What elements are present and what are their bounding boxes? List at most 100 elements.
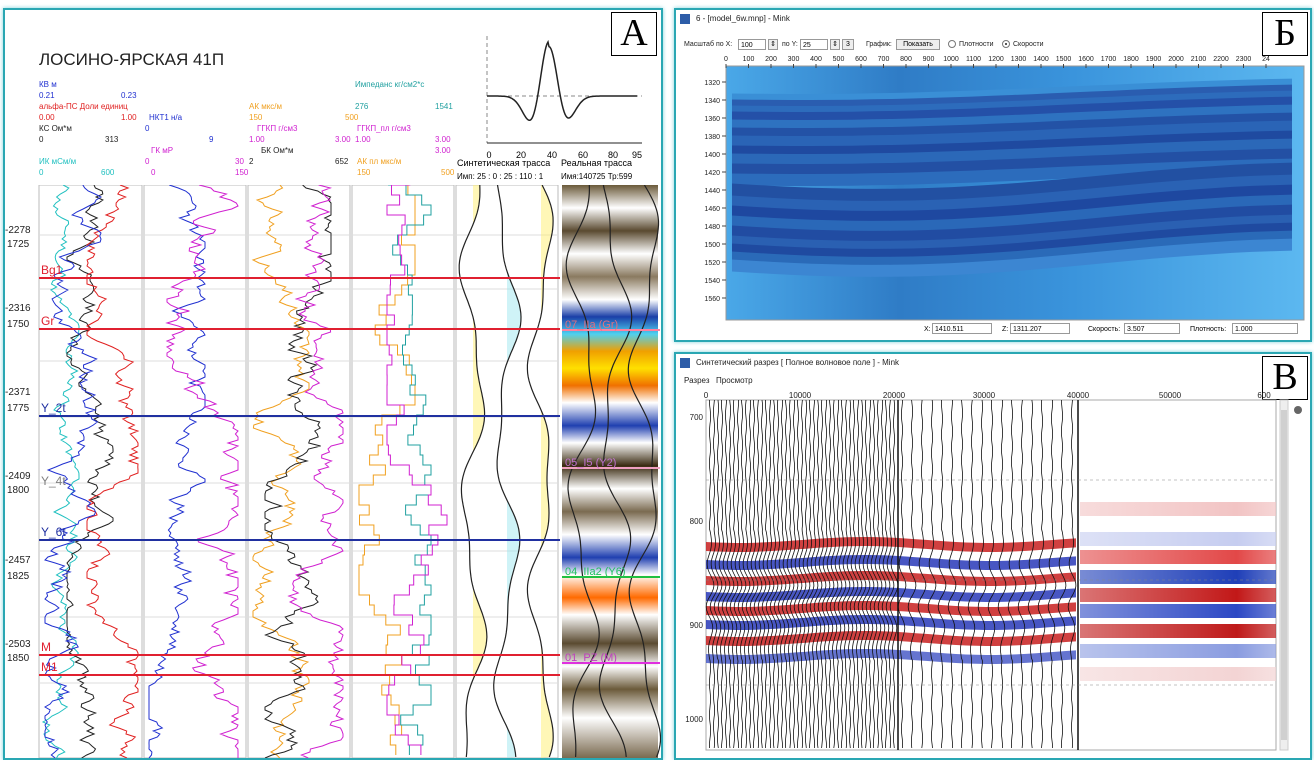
model-layer [732, 148, 1292, 176]
seismic-trace [729, 399, 739, 749]
synthetic-section-window: Синтетический разрез [ Полное волновое п… [674, 352, 1312, 760]
trace-marker-label: 05_I5 (Y2) [565, 457, 616, 469]
curve-label: 1.00 [121, 113, 137, 122]
model-layer [732, 158, 1292, 186]
model-layer [732, 120, 1292, 148]
track-frame [351, 185, 455, 758]
y-tick-label: 800 [690, 517, 704, 526]
seismic-trace [709, 399, 719, 749]
x-tick-label: 1400 [1033, 56, 1049, 63]
seismic-trace [857, 399, 867, 749]
synthetic-trace-title: Синтетическая трасса [457, 158, 551, 168]
y-scale-spinner[interactable]: ⇕ [830, 39, 840, 50]
panel-letter-a: А [611, 12, 657, 56]
horizon-label: M1 [41, 660, 58, 674]
model-layer [732, 112, 1292, 138]
curve-label: 0 [145, 124, 150, 133]
seismic-trace [881, 399, 891, 749]
x-tick-label: 24 [1262, 56, 1270, 63]
curve-label: Импеданс кг/см2*с [355, 80, 425, 89]
model-layer [732, 138, 1292, 166]
y-scale-input[interactable]: 25 [800, 39, 828, 50]
menu-view[interactable]: Просмотр [716, 376, 753, 385]
curve-label: 276 [355, 102, 369, 111]
model-layer [732, 104, 1292, 130]
seismic-trace [977, 399, 987, 749]
seismic-trace [957, 399, 967, 749]
model-layer [732, 194, 1292, 233]
track-frame [38, 185, 143, 758]
velocity-radio[interactable] [1002, 40, 1010, 48]
x-tick-label: 2200 [1213, 56, 1229, 63]
x-scale-spinner[interactable]: ⇕ [768, 39, 778, 50]
depth-abs-label: -2316 [5, 303, 31, 314]
real-trace [627, 185, 661, 758]
ggkp-curve [287, 185, 345, 758]
seismic-trace [1007, 399, 1017, 749]
curve-label: 1.00 [249, 135, 265, 144]
seismic-trace [947, 399, 957, 749]
x-tick-label: 1000 [943, 56, 959, 63]
velocity-radio-label: Скорости [1013, 41, 1044, 48]
model-layer [732, 174, 1292, 213]
curve-label: 652 [335, 157, 349, 166]
menu-section[interactable]: Разрез [684, 376, 710, 385]
seismic-trace [841, 399, 851, 749]
y-tick-label: 1320 [704, 80, 720, 87]
real-trace [598, 185, 633, 758]
section-band [1080, 550, 1276, 564]
status-velocity-label: Скорость: [1088, 326, 1121, 333]
density-radio[interactable] [948, 40, 956, 48]
seismic-trace [741, 399, 751, 749]
window-title: 6 - [model_6w.mnp] - Mink [696, 14, 790, 23]
seismic-trace [967, 399, 977, 749]
curve-label: 150 [357, 168, 371, 177]
synthetic-trace [526, 185, 554, 758]
real-trace-params: Имя:140725 Тр:599 [561, 172, 633, 181]
seismic-trace [1067, 399, 1077, 749]
curve-label: 0.00 [39, 113, 55, 122]
curve-label: 3.00 [335, 135, 351, 144]
seismic-trace [1037, 399, 1047, 749]
wavelet-tick-label: 80 [608, 150, 618, 160]
wavelet-tick-label: 95 [632, 150, 642, 160]
curve-label: ГК мР [151, 146, 174, 155]
seismic-trace [713, 399, 723, 749]
x-scale-input[interactable]: 100 [738, 39, 766, 50]
seismic-trace [801, 399, 811, 749]
horizon-label: M [41, 640, 51, 654]
curve-label: АК мкс/м [249, 102, 283, 111]
seismic-trace [853, 399, 863, 749]
seismic-trace [937, 399, 947, 749]
seismic-trace [749, 399, 759, 748]
seismic-trace [765, 399, 775, 749]
curve-label: 1.00 [355, 135, 371, 144]
seismic-trace [725, 399, 735, 749]
step-button[interactable]: 3 [842, 39, 854, 50]
gk-curve [165, 185, 240, 758]
x-tick-label: 900 [923, 56, 935, 63]
status-density-value: 1.000 [1232, 323, 1298, 334]
synthetic-section-plot[interactable]: 0 10000 20000 30000 40000 50000 600 700 800 900 10… [676, 390, 1310, 758]
horizon-label: Bg1 [41, 263, 63, 277]
real-trace-title: Реальная трасса [561, 158, 633, 168]
curve-label: 150 [235, 168, 249, 177]
seismic-trace [1047, 399, 1057, 749]
model-layer [732, 96, 1292, 122]
x-tick-label: 1900 [1146, 56, 1162, 63]
y-tick-label: 1000 [685, 715, 703, 724]
model-layer [732, 78, 1292, 102]
seismic-trace [987, 399, 997, 749]
seismic-trace [717, 399, 727, 749]
section-band [1080, 588, 1276, 602]
velocity-model-plot[interactable]: 0 100 200 300 400 500 600 700 800 900 1000 1100 1200… [676, 52, 1310, 322]
model-layer [732, 184, 1292, 223]
trace-marker-label: 07_IIa (Gr) [565, 319, 618, 331]
model-layer [732, 84, 1292, 108]
model-layer [732, 90, 1292, 114]
ks-curve [66, 185, 115, 758]
seismic-trace [809, 399, 819, 749]
y-tick-label: 1460 [704, 206, 720, 213]
show-button[interactable]: Показать [896, 39, 940, 50]
seismic-trace [785, 399, 795, 749]
